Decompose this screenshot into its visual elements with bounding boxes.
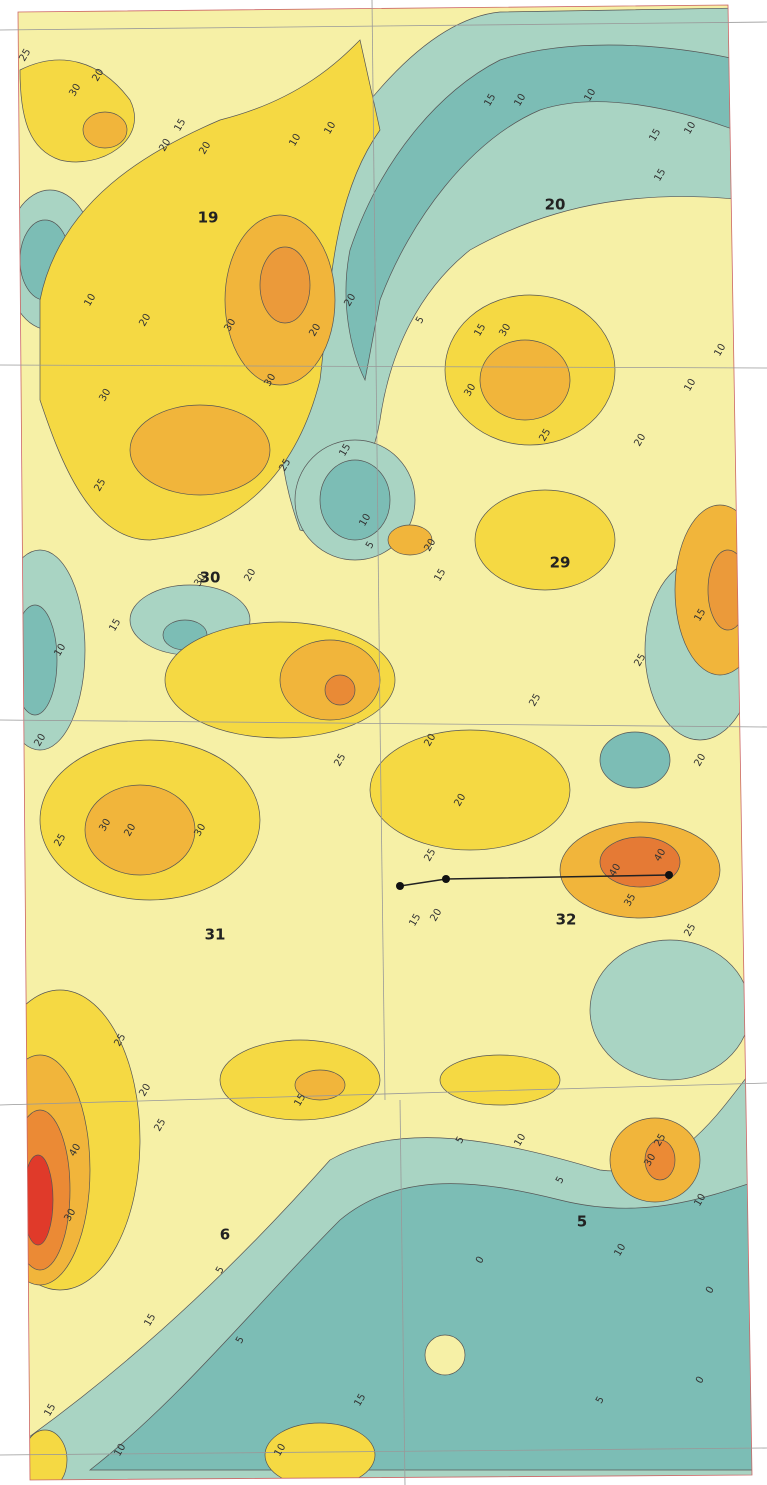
contour-fill <box>0 0 767 1485</box>
section-number: 29 <box>550 554 571 572</box>
section-number: 5 <box>577 1213 587 1231</box>
section-number: 6 <box>220 1226 230 1244</box>
section-number: 19 <box>198 209 219 227</box>
section-number: 30 <box>200 569 221 587</box>
contour-map: 2025203015201010151010151015102030302051… <box>0 0 767 1485</box>
section-number: 20 <box>545 196 566 214</box>
section-number: 31 <box>205 926 226 944</box>
section-number: 32 <box>556 911 577 929</box>
